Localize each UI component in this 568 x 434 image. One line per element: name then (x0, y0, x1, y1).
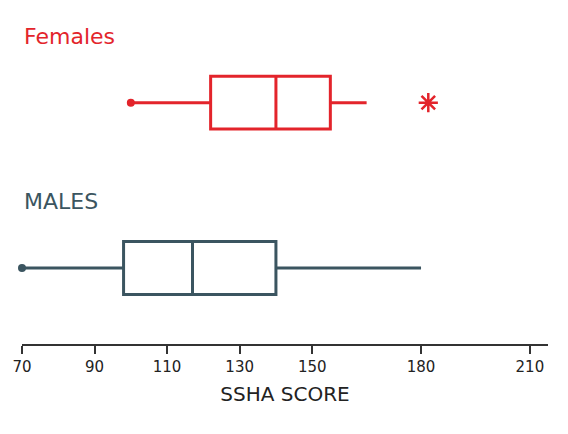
svg-text:210: 210 (516, 358, 545, 376)
svg-text:SSHA SCORE: SSHA SCORE (220, 382, 349, 406)
svg-text:130: 130 (225, 358, 254, 376)
svg-text:Females: Females (24, 24, 115, 49)
svg-text:MALES: MALES (24, 189, 98, 214)
svg-text:90: 90 (85, 358, 104, 376)
svg-text:150: 150 (298, 358, 327, 376)
svg-text:70: 70 (12, 358, 31, 376)
svg-text:110: 110 (153, 358, 182, 376)
svg-text:180: 180 (407, 358, 436, 376)
